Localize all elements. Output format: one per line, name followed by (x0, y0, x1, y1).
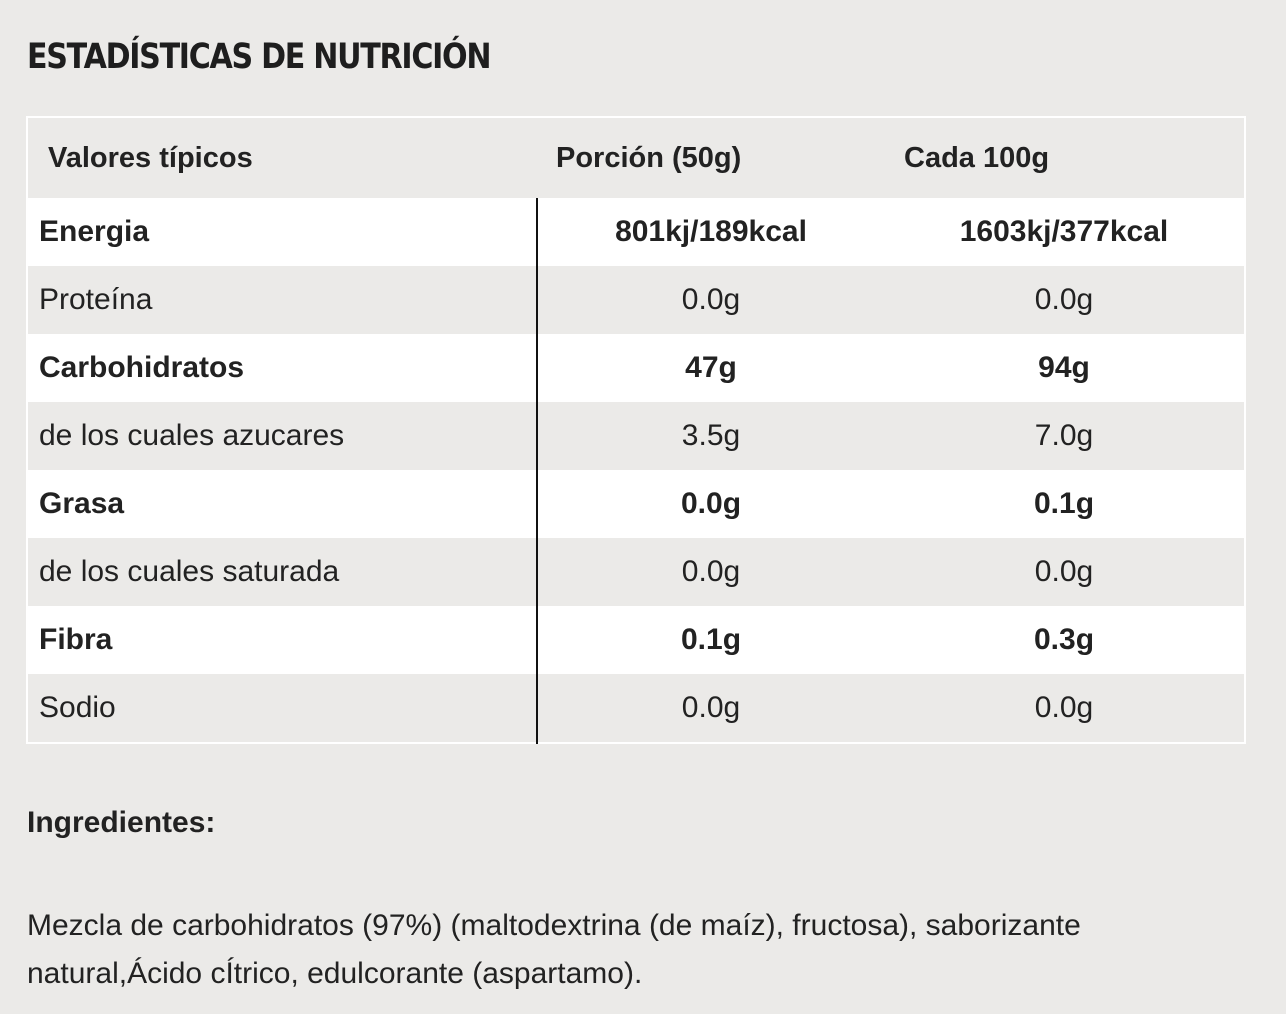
row-per-100g-value: 0.0g (1034, 691, 1094, 724)
row-label: Energia (39, 215, 150, 248)
row-per-100g-value: 0.0g (1034, 555, 1094, 588)
page-title: ESTADÍSTICAS DE NUTRICIÓN (27, 37, 492, 78)
row-label: Fibra (39, 623, 113, 656)
row-per-100g-value: 1603kj/377kcal (959, 215, 1169, 248)
table-row-fibra: Fibra 0.1g 0.3g (28, 606, 1244, 674)
row-serving-value: 0.0g (681, 691, 741, 724)
table-row-proteina: Proteína 0.0g 0.0g (28, 266, 1244, 334)
table-row-grasa: Grasa 0.0g 0.1g (28, 470, 1244, 538)
row-per-100g-value: 0.0g (1034, 283, 1094, 316)
ingredients-heading: Ingredientes: (27, 806, 216, 839)
row-serving-value: 801kj/189kcal (615, 215, 807, 248)
row-label: Proteína (39, 283, 153, 316)
row-label: Sodio (39, 691, 116, 724)
row-per-100g-value: 94g (1038, 351, 1090, 384)
header-serving: Porción (50g) (556, 142, 742, 174)
row-serving-value: 47g (685, 351, 737, 384)
row-per-100g-value: 0.1g (1033, 487, 1095, 520)
row-label: de los cuales saturada (39, 555, 340, 588)
row-serving-value: 0.1g (680, 623, 742, 656)
header-typical-values: Valores típicos (48, 142, 253, 174)
ingredients-text: Mezcla de carbohidratos (97%) (maltodext… (27, 909, 1081, 990)
row-serving-value: 0.0g (681, 555, 741, 588)
row-serving-value: 0.0g (680, 487, 742, 520)
row-serving-value: 0.0g (681, 283, 741, 316)
table-row-carbohidratos: Carbohidratos 47g 94g (28, 334, 1244, 402)
row-serving-value: 3.5g (681, 419, 741, 452)
row-label: de los cuales azucares (39, 419, 345, 452)
row-per-100g-value: 0.3g (1033, 623, 1095, 656)
table-header: Valores típicos Porción (50g) Cada 100g (28, 118, 1244, 198)
table-row-azucares: de los cuales azucares 3.5g 7.0g (28, 402, 1244, 470)
table-row-energia: Energia 801kj/189kcal 1603kj/377kcal (28, 198, 1244, 266)
row-label: Grasa (39, 487, 125, 520)
row-per-100g-value: 7.0g (1034, 419, 1094, 452)
nutrition-table: Valores típicos Porción (50g) Cada 100g … (26, 116, 1246, 744)
table-row-saturada: de los cuales saturada 0.0g 0.0g (28, 538, 1244, 606)
table-row-sodio: Sodio 0.0g 0.0g (28, 674, 1244, 742)
row-label: Carbohidratos (39, 351, 245, 384)
column-divider (536, 198, 538, 744)
header-per-100g: Cada 100g (904, 142, 1050, 174)
